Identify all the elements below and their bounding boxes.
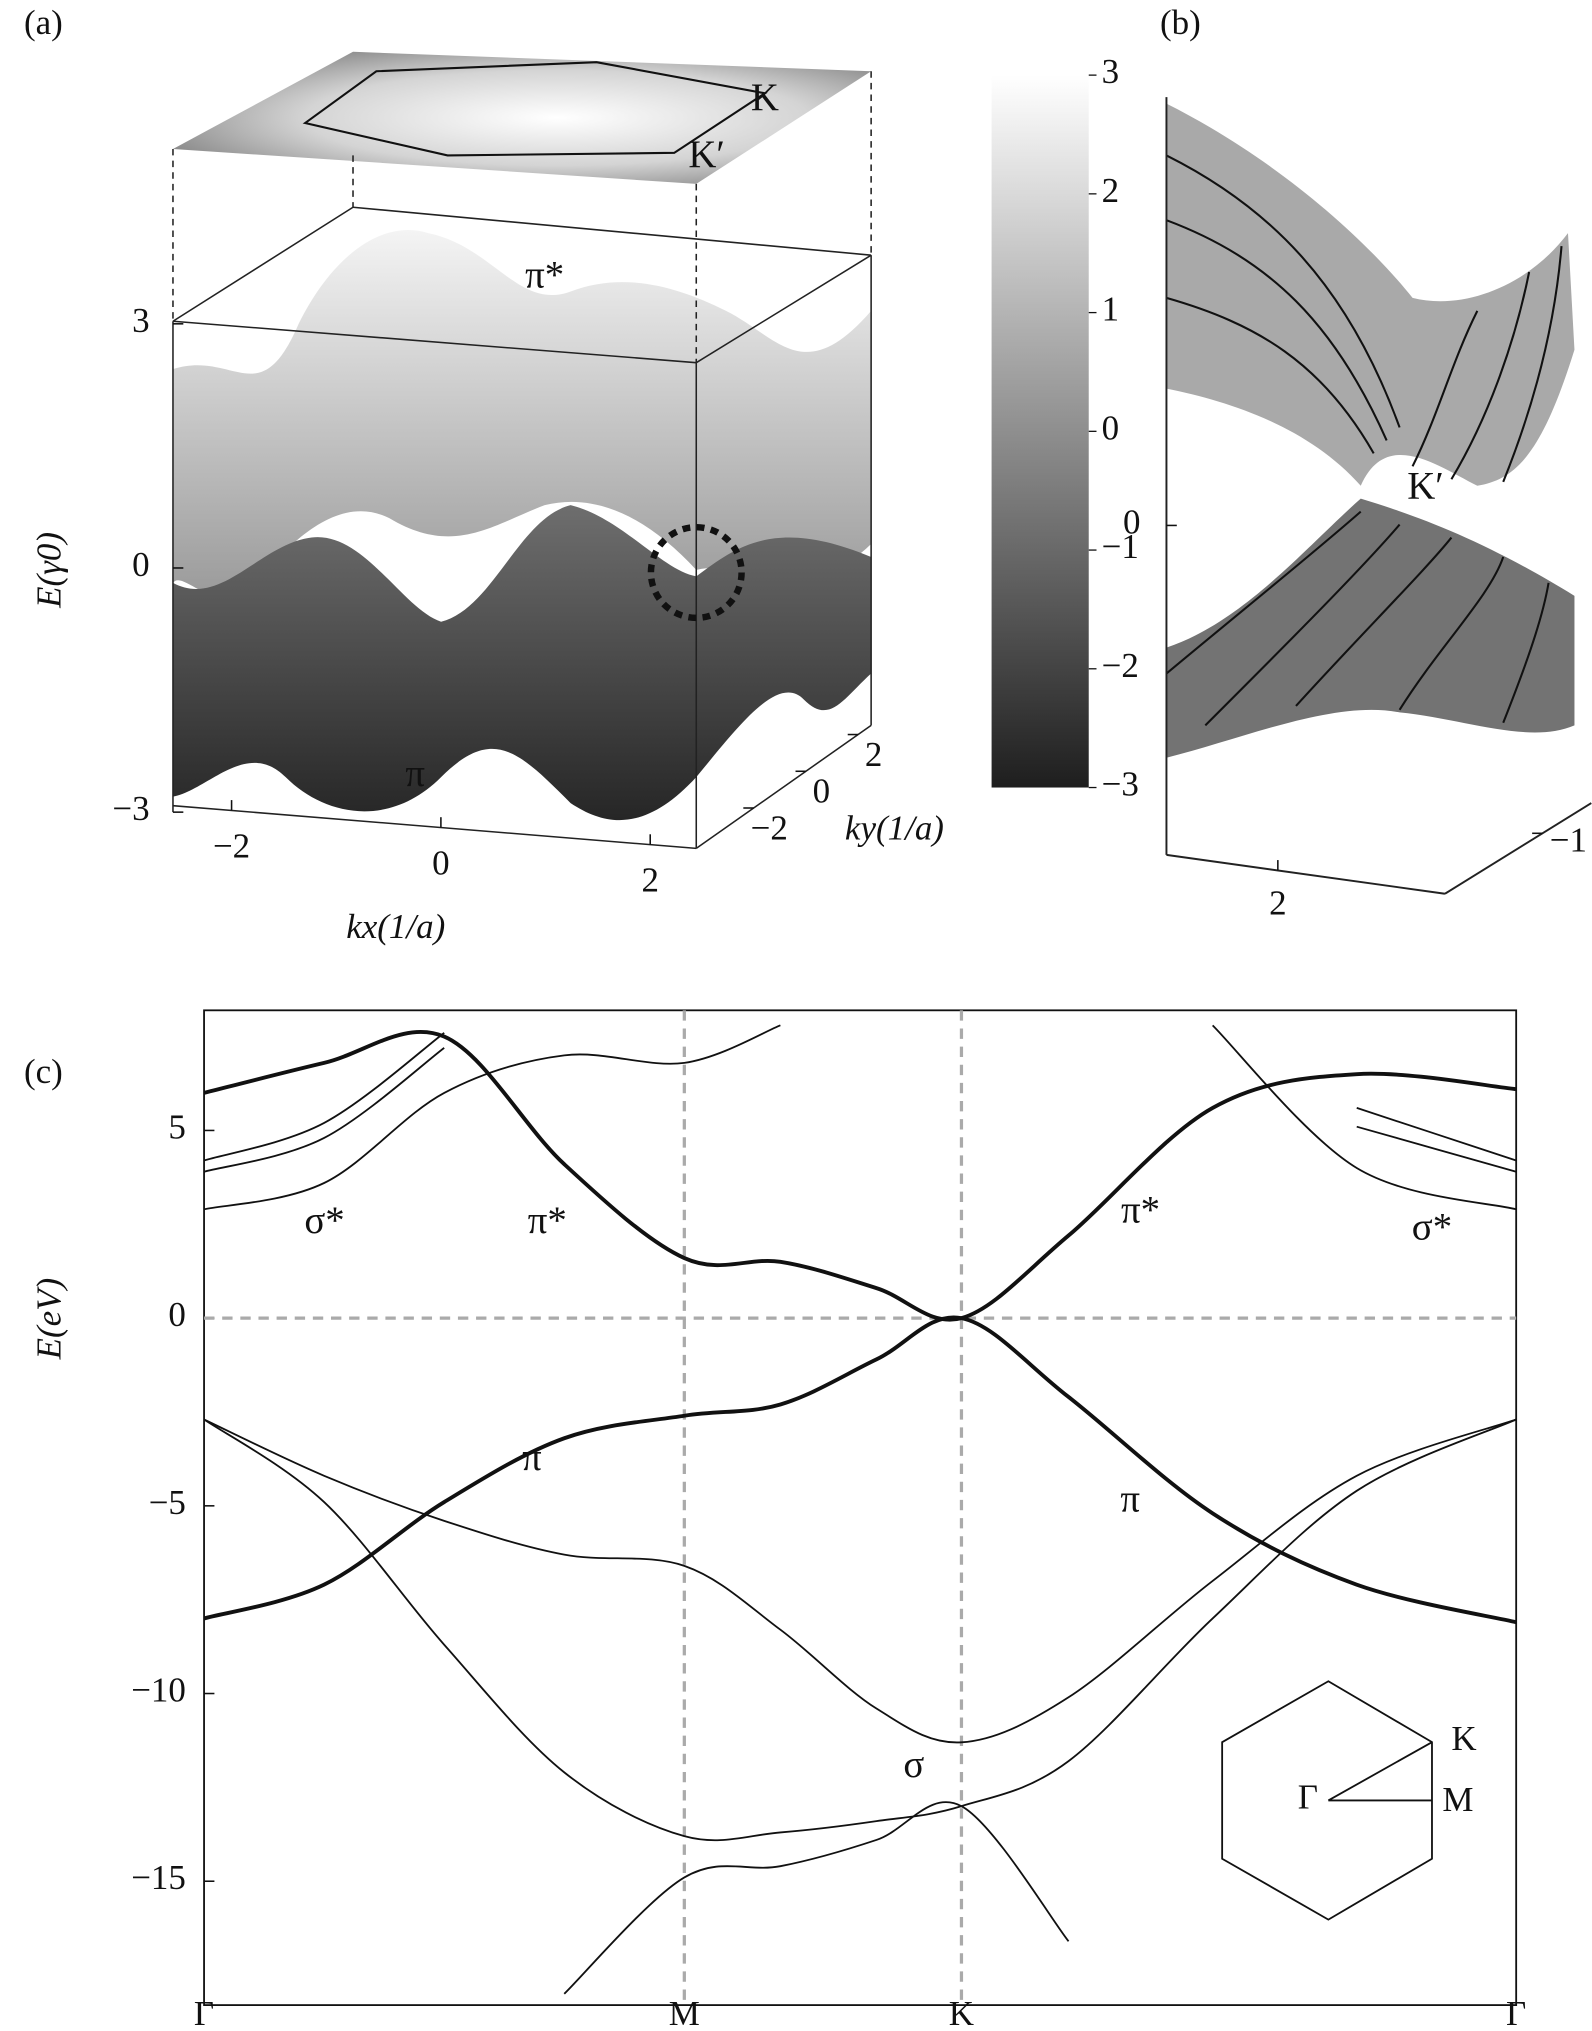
y-tick-label: 0 bbox=[813, 772, 830, 811]
y-tick-label: −5 bbox=[149, 1483, 186, 1522]
inset-label: Γ bbox=[1298, 1777, 1318, 1816]
band-line bbox=[204, 1315, 1517, 1625]
annotation: σ* bbox=[1412, 1205, 1452, 1248]
inset-label: K bbox=[1451, 1719, 1476, 1758]
x-tick-label: M bbox=[669, 1994, 700, 2031]
annotation: π* bbox=[525, 253, 564, 296]
y-tick-label: −15 bbox=[131, 1858, 186, 1897]
annotation: K bbox=[751, 76, 779, 119]
inset-label: M bbox=[1442, 1780, 1473, 1819]
z-tick-label: 0 bbox=[132, 545, 149, 584]
annotation: K′ bbox=[688, 133, 725, 176]
brillouin-inset bbox=[1221, 1680, 1433, 1921]
plot-frame bbox=[203, 1009, 1518, 2007]
colorbar-tick-label: 0 bbox=[1102, 408, 1119, 447]
colorbar bbox=[991, 75, 1089, 788]
y-tick-label: 5 bbox=[168, 1107, 185, 1146]
z-tick-label: 3 bbox=[132, 301, 149, 340]
band-line bbox=[204, 1032, 1517, 1162]
x-tick-label: 2 bbox=[1269, 884, 1286, 923]
x-tick-label: −2 bbox=[213, 826, 250, 865]
panel-label: (a) bbox=[24, 3, 63, 42]
colorbar-tick-label: −1 bbox=[1102, 527, 1139, 566]
x-tick-label: 2 bbox=[641, 861, 658, 900]
colorbar-tick-label: 1 bbox=[1102, 290, 1119, 329]
colorbar-tick-label: 2 bbox=[1102, 171, 1119, 210]
surface-a bbox=[172, 51, 872, 850]
axis-title: ky(1/a) bbox=[845, 809, 944, 848]
panel-label: (b) bbox=[1160, 3, 1201, 42]
annotation: K′ bbox=[1407, 465, 1444, 508]
band-line bbox=[204, 1418, 1517, 1842]
annotation: σ bbox=[903, 1743, 924, 1786]
band-line bbox=[204, 1030, 1517, 1322]
band-line bbox=[204, 1418, 1517, 1744]
surface-b bbox=[1165, 97, 1592, 895]
band-line bbox=[204, 1047, 1517, 1173]
band-line bbox=[204, 1024, 1517, 1211]
x-tick-label: K bbox=[949, 1994, 974, 2031]
panel-label: (c) bbox=[24, 1052, 63, 1091]
axis-title: kx(1/a) bbox=[346, 907, 445, 946]
axis-title: E(γ0) bbox=[30, 532, 69, 609]
y-tick-label: −10 bbox=[131, 1671, 186, 1710]
annotation: π bbox=[1120, 1477, 1140, 1520]
colorbar-tick-label: 3 bbox=[1102, 52, 1119, 91]
colorbar-tick-label: −2 bbox=[1102, 646, 1139, 685]
y-tick-label: −1 bbox=[1550, 821, 1587, 860]
band-line bbox=[563, 1801, 1070, 1995]
annotation: σ* bbox=[304, 1199, 344, 1242]
axis-title: E(eV) bbox=[30, 1278, 69, 1361]
bands bbox=[204, 1024, 1517, 1995]
z-tick-label: −3 bbox=[112, 789, 149, 828]
y-tick-label: 0 bbox=[168, 1295, 185, 1334]
y-tick-label: 2 bbox=[865, 735, 882, 774]
annotation: π bbox=[405, 752, 425, 795]
z-tick-label: 0 bbox=[1123, 502, 1140, 541]
y-tick-label: −2 bbox=[751, 808, 788, 847]
colorbar-tick-label: −3 bbox=[1102, 765, 1139, 804]
annotation: π bbox=[522, 1436, 542, 1479]
x-tick-label: Γ bbox=[194, 1994, 214, 2031]
annotation: π* bbox=[1121, 1189, 1160, 1232]
x-tick-label: Γ bbox=[1506, 1994, 1526, 2031]
annotation: π* bbox=[528, 1199, 567, 1242]
x-tick-label: 0 bbox=[432, 843, 449, 882]
